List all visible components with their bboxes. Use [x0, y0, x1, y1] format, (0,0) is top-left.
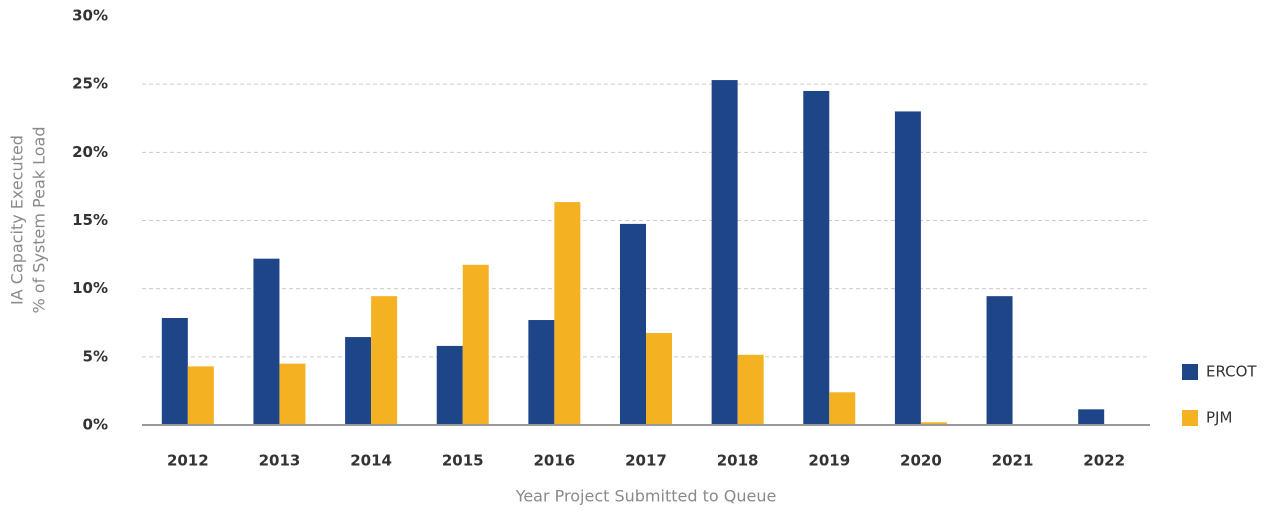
- bar: [528, 320, 555, 425]
- x-tick-label: 2015: [442, 452, 484, 470]
- bar: [187, 366, 214, 425]
- x-tick-label: 2020: [900, 452, 942, 470]
- bar: [554, 202, 581, 425]
- x-tick-label: 2021: [992, 452, 1034, 470]
- bar: [711, 80, 738, 426]
- bar: [986, 296, 1013, 425]
- y-tick-label: 20%: [72, 143, 108, 161]
- bar: [894, 111, 921, 425]
- y-tick-label: 30%: [72, 7, 108, 25]
- bar: [161, 317, 188, 425]
- y-tick-label: 25%: [72, 75, 108, 93]
- legend-label: ERCOT: [1206, 363, 1257, 381]
- bar: [371, 296, 398, 425]
- bar: [737, 354, 764, 425]
- x-tick-label: 2018: [717, 452, 759, 470]
- bar: [829, 392, 856, 425]
- bar: [462, 264, 489, 425]
- legend-swatch: [1182, 364, 1198, 380]
- bar: [620, 223, 646, 425]
- y-tick-label: 5%: [83, 347, 108, 365]
- x-tick-label: 2022: [1083, 452, 1125, 470]
- y-tick-label: 15%: [72, 211, 108, 229]
- bar: [920, 422, 947, 425]
- x-tick-label: 2016: [533, 452, 575, 470]
- x-tick-label: 2017: [625, 452, 667, 470]
- bar: [436, 345, 463, 425]
- y-tick-label: 0%: [83, 416, 108, 434]
- bar: [1078, 409, 1105, 425]
- bar: [803, 90, 830, 425]
- legend-label: PJM: [1206, 409, 1232, 427]
- x-axis-title: Year Project Submitted to Queue: [515, 487, 777, 506]
- x-tick-label: 2012: [167, 452, 209, 470]
- bar: [345, 337, 372, 425]
- bar: [279, 363, 306, 425]
- y-axis-title: % of System Peak Load: [30, 126, 49, 313]
- legend-swatch: [1182, 410, 1198, 426]
- bar: [253, 258, 280, 425]
- y-axis-title: IA Capacity Executed: [8, 135, 27, 305]
- bar: [646, 332, 672, 425]
- x-tick-label: 2019: [808, 452, 850, 470]
- x-tick-label: 2014: [350, 452, 392, 470]
- y-tick-label: 10%: [72, 279, 108, 297]
- x-tick-label: 2013: [259, 452, 301, 470]
